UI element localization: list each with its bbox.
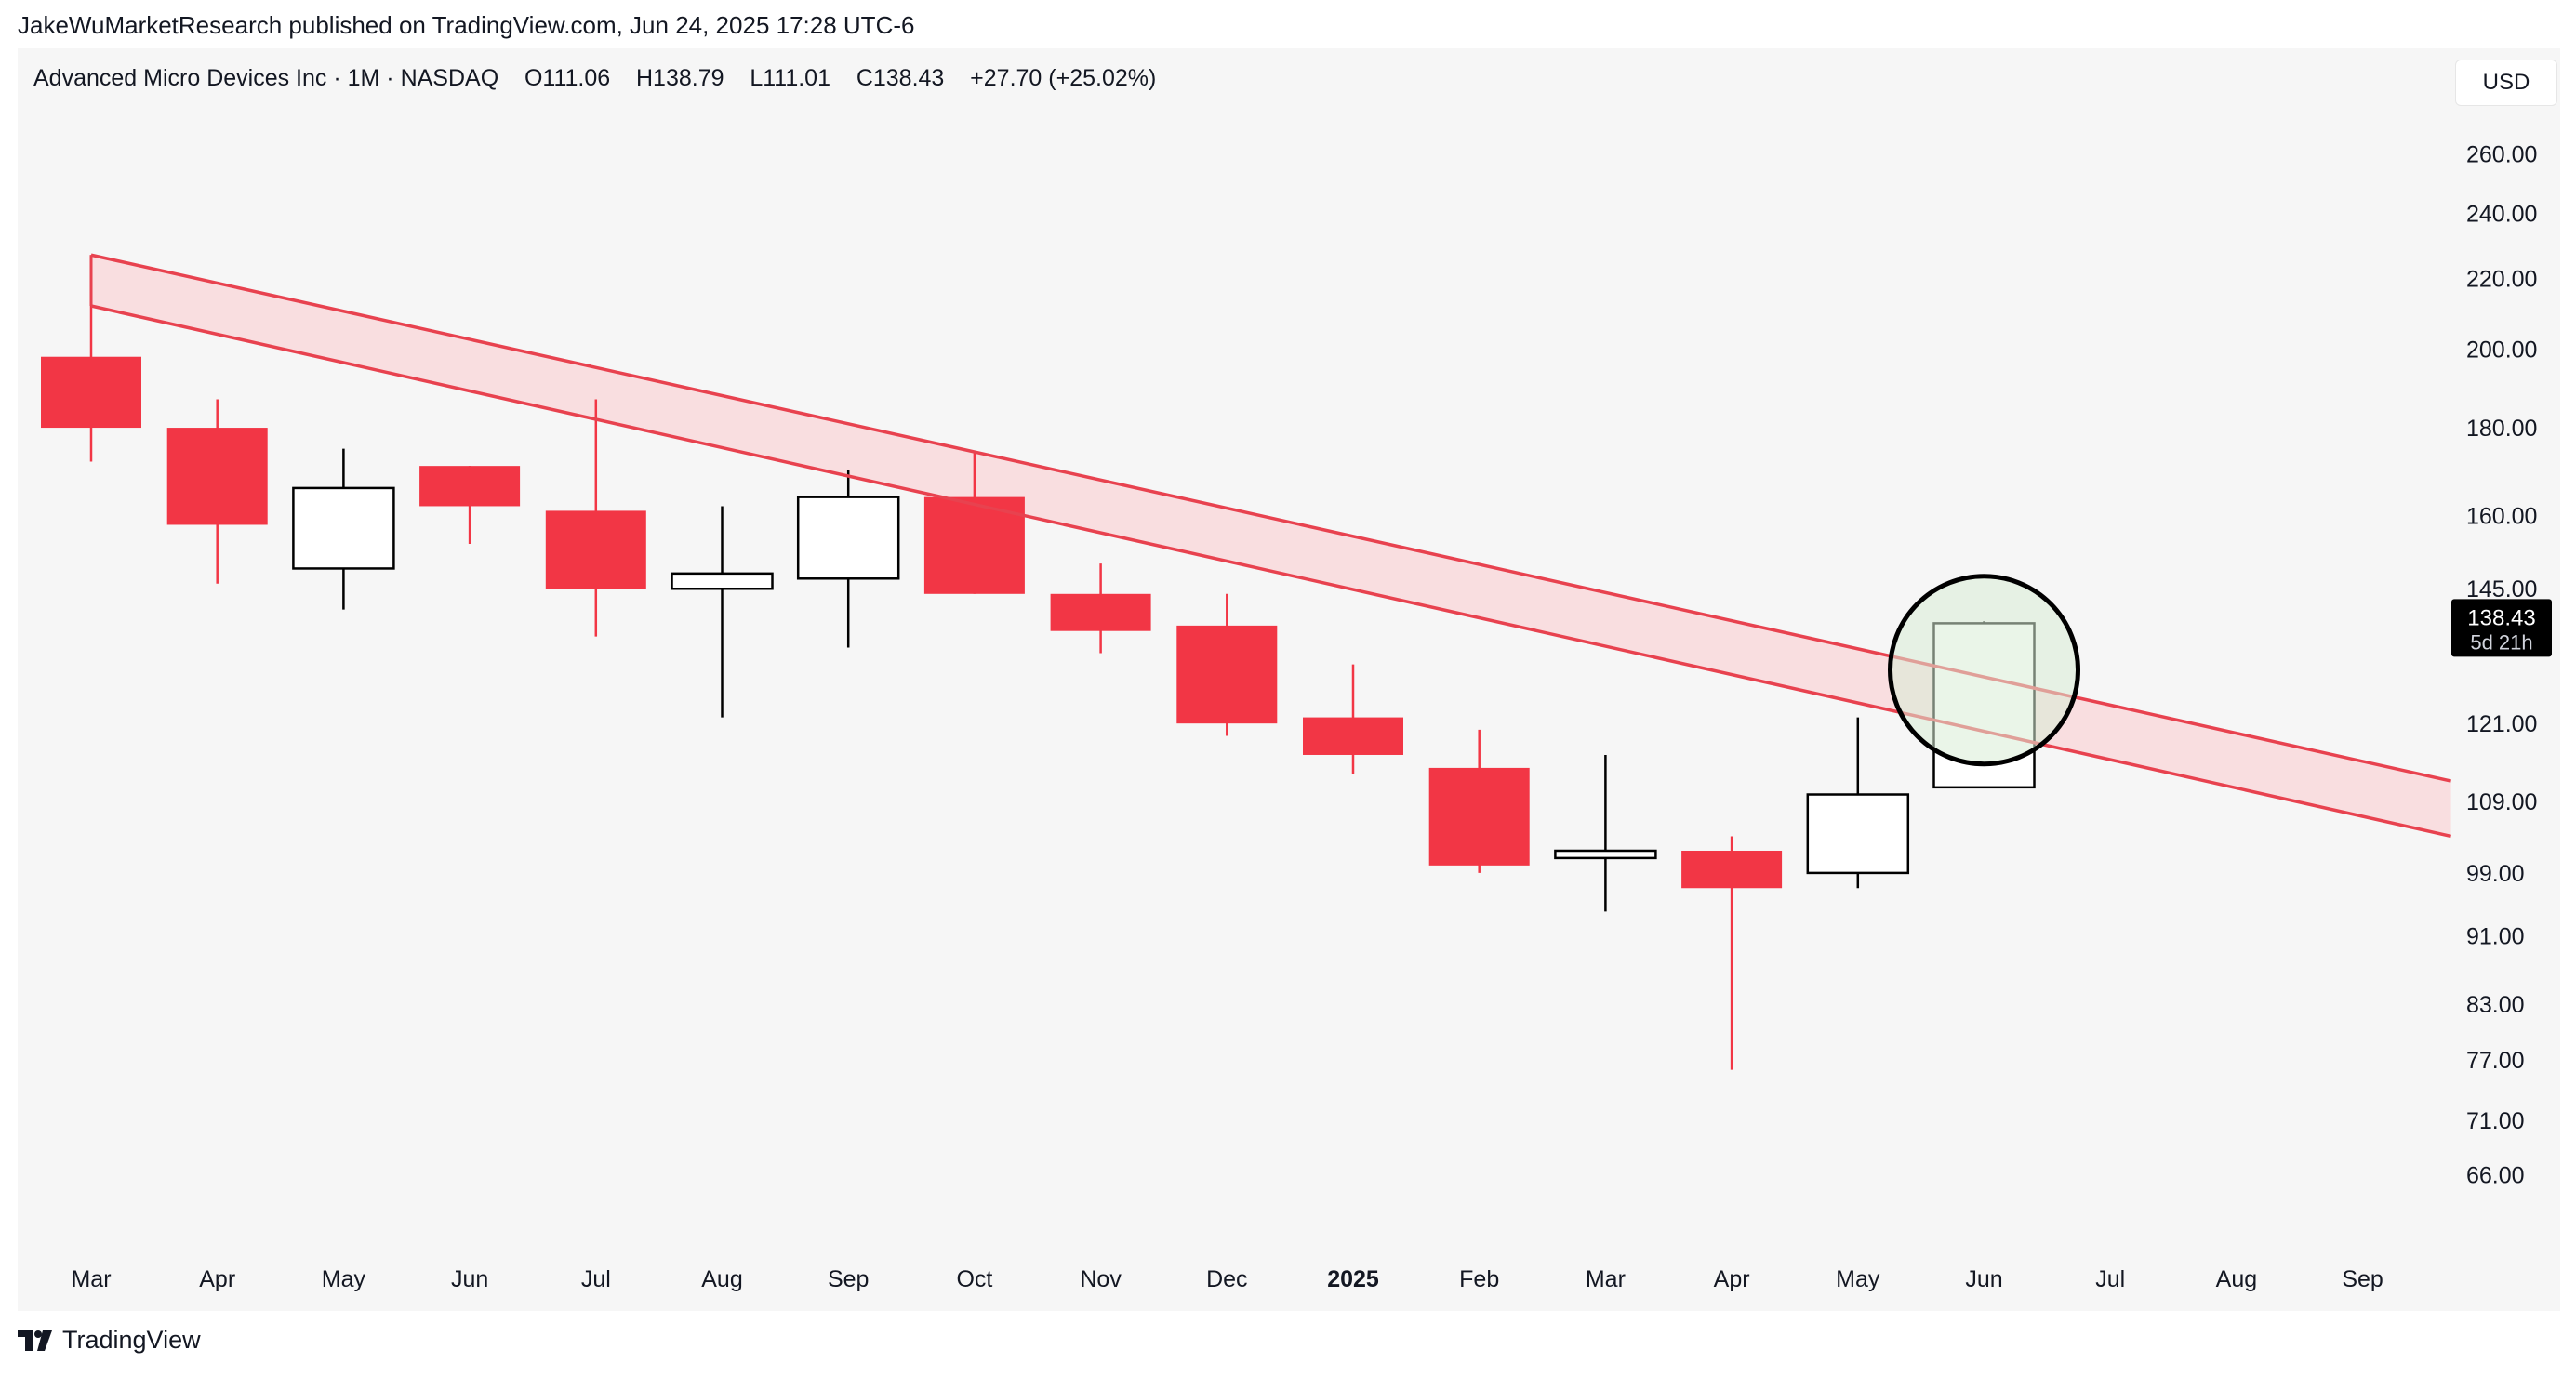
currency-button[interactable]: USD: [2455, 60, 2557, 106]
symbol-name: Advanced Micro Devices Inc · 1M · NASDAQ: [33, 65, 499, 91]
close-value: C138.43: [856, 65, 945, 91]
y-axis-tick-label: 180.00: [2466, 416, 2537, 442]
publish-info: JakeWuMarketResearch published on Tradin…: [18, 11, 915, 39]
x-axis-tick-label: Aug: [2216, 1266, 2257, 1292]
y-axis-tick-label: 77.00: [2466, 1048, 2525, 1074]
candle-body: [1303, 717, 1403, 755]
candle-body: [41, 356, 141, 429]
change-value: +27.70 (+25.02%): [970, 65, 1157, 91]
x-axis-tick-label: May: [1836, 1266, 1880, 1292]
brand-name: TradingView: [62, 1326, 201, 1354]
y-axis-tick-label: 220.00: [2466, 266, 2537, 292]
candle-body: [1554, 849, 1657, 860]
y-axis-tick-label: 66.00: [2466, 1163, 2525, 1189]
y-axis-tick-label: 160.00: [2466, 503, 2537, 529]
x-axis-tick-label: 2025: [1327, 1266, 1379, 1292]
x-axis-tick-label: Apr: [199, 1266, 235, 1292]
y-axis-tick-label: 240.00: [2466, 202, 2537, 228]
chart-panel[interactable]: [18, 48, 2560, 1311]
y-axis-tick-label: 121.00: [2466, 711, 2537, 737]
tradingview-logo-icon: [18, 1330, 52, 1351]
tradingview-brand[interactable]: TradingView: [18, 1326, 201, 1355]
x-axis-tick-label: Mar: [71, 1266, 111, 1292]
candle-body: [1806, 793, 1910, 875]
y-axis-tick-label: 145.00: [2466, 576, 2537, 602]
candle-body: [1681, 850, 1783, 889]
y-axis-tick-label: 83.00: [2466, 992, 2525, 1018]
x-axis-tick-label: Feb: [1459, 1266, 1499, 1292]
high-value: H138.79: [635, 65, 724, 91]
y-axis-tick-label: 99.00: [2466, 861, 2525, 887]
candle-body: [671, 572, 774, 590]
last-price-badge: [2451, 599, 2552, 657]
candle-body: [1050, 593, 1151, 631]
x-axis-tick-label: Oct: [956, 1266, 992, 1292]
candle-body: [545, 510, 646, 589]
x-axis-tick-label: Jun: [451, 1266, 488, 1292]
candle-body: [419, 466, 521, 507]
resistance-lower-line: [90, 304, 2451, 839]
y-axis-tick-label: 260.00: [2466, 142, 2537, 168]
y-axis-tick-label: 71.00: [2466, 1108, 2525, 1134]
y-axis-tick-label: 109.00: [2466, 789, 2537, 815]
open-value: O111.06: [524, 65, 611, 91]
resistance-channel-fill: [91, 255, 2451, 837]
x-axis-tick-label: Mar: [1586, 1266, 1626, 1292]
candle-body: [166, 428, 268, 525]
x-axis-tick-label: Jul: [2095, 1266, 2125, 1292]
x-axis-tick-label: May: [322, 1266, 366, 1292]
x-axis-tick-label: Sep: [828, 1266, 869, 1292]
highlight-circle: [1888, 574, 2080, 767]
y-axis-tick-label: 200.00: [2466, 337, 2537, 364]
candle-body: [1176, 625, 1278, 724]
y-axis-tick-label: 91.00: [2466, 923, 2525, 949]
x-axis-tick-label: Jun: [1965, 1266, 2002, 1292]
bar-countdown-label: 5d 21h: [2470, 630, 2532, 654]
x-axis-tick-label: Nov: [1080, 1266, 1122, 1292]
x-axis-tick-label: Jul: [581, 1266, 611, 1292]
x-axis-tick-label: Dec: [1206, 1266, 1247, 1292]
symbol-legend: Advanced Micro Devices Inc · 1M · NASDAQ…: [33, 65, 1156, 92]
x-axis-tick-label: Sep: [2342, 1266, 2383, 1292]
candle-body: [1428, 767, 1530, 866]
candle-body: [796, 496, 900, 580]
x-axis-tick-label: Aug: [701, 1266, 742, 1292]
x-axis-tick-label: Apr: [1714, 1266, 1750, 1292]
low-value: L111.01: [750, 65, 830, 91]
candle-body: [292, 486, 395, 570]
last-price-label: 138.43: [2467, 605, 2535, 630]
